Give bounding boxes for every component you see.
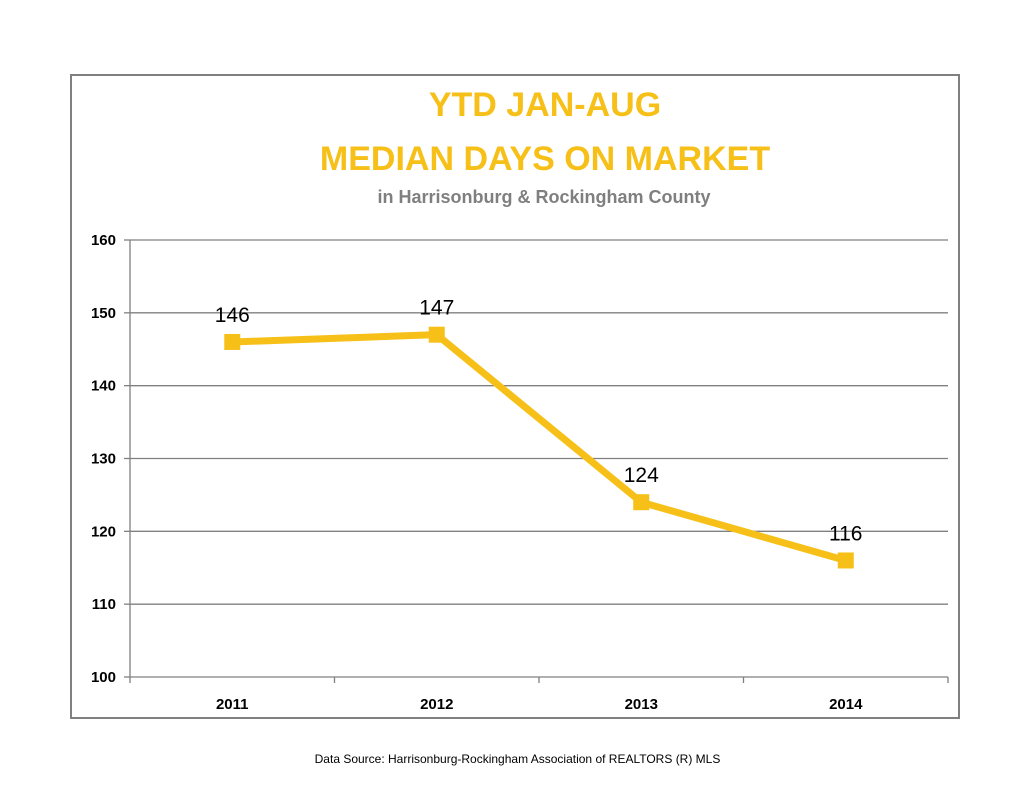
y-tick-label: 150	[91, 305, 116, 322]
y-tick-label: 140	[91, 378, 116, 395]
data-point-marker	[224, 333, 241, 350]
series-line	[232, 331, 847, 564]
series-layer	[224, 326, 854, 569]
y-tick-label: 100	[91, 669, 116, 686]
y-tick-label: 120	[91, 523, 116, 540]
chart-title-line-1: YTD JAN-AUG	[429, 86, 661, 124]
y-tick-label: 110	[92, 596, 116, 613]
chart-subtitle: in Harrisonburg & Rockingham County	[377, 187, 710, 207]
data-point-marker	[837, 552, 854, 569]
data-label: 146	[215, 304, 250, 327]
data-label: 116	[829, 522, 862, 545]
grid-lines	[130, 239, 948, 605]
chart-title-line-2: MEDIAN DAYS ON MARKET	[320, 140, 770, 178]
data-source-note: Data Source: Harrisonburg-Rockingham Ass…	[314, 752, 721, 766]
x-axis-ticks: 2011 2012 2013 2014	[129, 677, 949, 713]
chart-frame: YTD JAN-AUG MEDIAN DAYS ON MARKET in Har…	[70, 74, 960, 719]
x-tick-label: 2013	[625, 696, 658, 713]
x-tick-label: 2012	[420, 696, 453, 713]
y-tick-label: 160	[91, 232, 116, 249]
x-tick-label: 2014	[829, 696, 863, 713]
y-axis-ticks: 100 110 120 130 140 150 160	[91, 232, 130, 686]
data-point-marker	[428, 326, 445, 343]
x-tick-label: 2011	[216, 696, 249, 713]
y-tick-label: 130	[91, 451, 116, 468]
data-label: 124	[624, 464, 659, 487]
line-chart: YTD JAN-AUG MEDIAN DAYS ON MARKET in Har…	[91, 86, 949, 713]
data-label: 147	[419, 297, 454, 320]
data-point-marker	[633, 494, 650, 511]
data-labels: 146 147 124 116	[215, 297, 863, 546]
